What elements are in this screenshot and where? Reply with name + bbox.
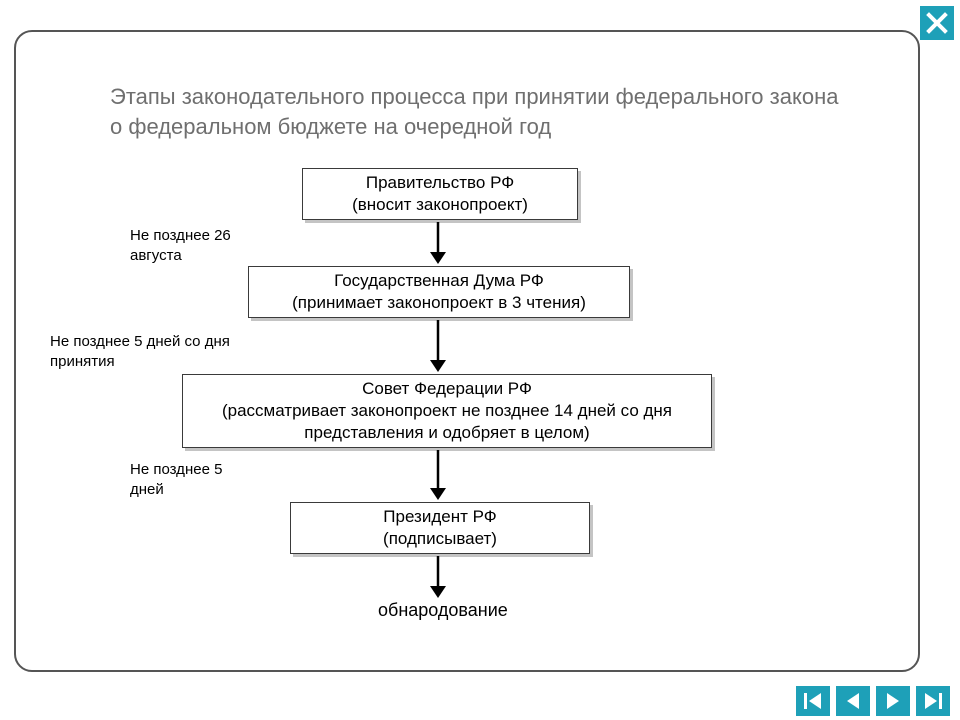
flow-node-council: Совет Федерации РФ(рассматривает законоп… <box>182 374 712 448</box>
nav-prev-button[interactable] <box>836 686 870 716</box>
flow-node-line2: (рассматривает законопроект не позднее 1… <box>193 400 701 444</box>
flow-node-gov: Правительство РФ(вносит законопроект) <box>302 168 578 220</box>
flow-node-line2: (принимает законопроект в 3 чтения) <box>292 292 586 314</box>
flow-node-line1: Государственная Дума РФ <box>334 270 544 292</box>
flow-node-duma: Государственная Дума РФ(принимает законо… <box>248 266 630 318</box>
flow-node-line1: Совет Федерации РФ <box>362 378 532 400</box>
next-icon <box>884 692 902 710</box>
nav-first-button[interactable] <box>796 686 830 716</box>
nav-bar <box>796 686 950 716</box>
last-icon <box>923 692 943 710</box>
flow-node-president: Президент РФ(подписывает) <box>290 502 590 554</box>
final-step-label: обнародование <box>378 600 508 621</box>
flow-annotation: Не позднее 26 августа <box>130 226 260 265</box>
nav-next-button[interactable] <box>876 686 910 716</box>
flow-node-line1: Президент РФ <box>383 506 496 528</box>
flow-node-line1: Правительство РФ <box>366 172 514 194</box>
flow-annotation: Не позднее 5 дней <box>130 460 250 499</box>
flow-node-line2: (вносит законопроект) <box>352 194 528 216</box>
close-button[interactable] <box>920 6 954 40</box>
slide-title: Этапы законодательного процесса при прин… <box>110 82 850 141</box>
flow-node-line2: (подписывает) <box>383 528 497 550</box>
close-icon <box>925 11 949 35</box>
flow-annotation: Не позднее 5 дней со дня принятия <box>50 332 260 371</box>
nav-last-button[interactable] <box>916 686 950 716</box>
first-icon <box>803 692 823 710</box>
prev-icon <box>844 692 862 710</box>
